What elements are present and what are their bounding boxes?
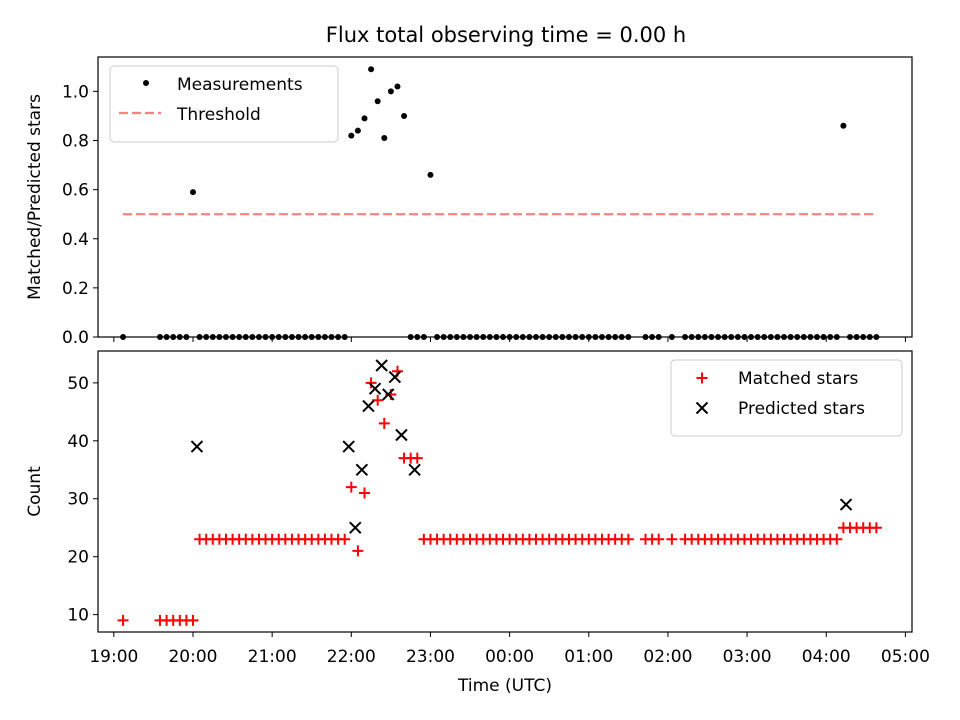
y-tick-label: 50: [67, 374, 89, 394]
measurement-point: [427, 171, 434, 178]
matched-star-point: [187, 614, 199, 626]
measurement-point: [189, 189, 196, 196]
series-predicted-stars: [190, 359, 853, 534]
matched-star-point: [117, 614, 129, 626]
y-axis-label: Matched/Predicted stars: [25, 94, 45, 300]
x-tick-label: 01:00: [564, 647, 613, 667]
matched-star-point: [831, 533, 843, 545]
y-tick-label: 1.0: [62, 82, 89, 102]
predicted-star-point: [408, 463, 421, 476]
matched-star-point: [666, 533, 678, 545]
y-tick-label: 10: [67, 606, 89, 626]
x-tick-label: 20:00: [168, 647, 217, 667]
legend-marker: [143, 80, 149, 86]
predicted-star-point: [349, 521, 362, 534]
measurement-point: [387, 88, 394, 95]
x-tick-label: 03:00: [723, 647, 772, 667]
predicted-star-point: [382, 388, 395, 401]
predicted-star-point: [190, 440, 204, 453]
predicted-star-point: [375, 359, 388, 372]
legend-label: Predicted stars: [738, 399, 865, 419]
y-tick-label: 0.6: [62, 181, 89, 201]
measurement-point: [354, 127, 361, 134]
y-tick-label: 40: [67, 432, 89, 452]
matched-star-point: [365, 377, 377, 389]
predicted-star-point: [395, 428, 408, 442]
predicted-star-point: [368, 382, 382, 395]
x-tick-label: 23:00: [406, 647, 455, 667]
predicted-star-point: [839, 498, 853, 511]
bottom-panel: 10 20 30 40 50 19:00 20:00 21:00 22:00 23:00 00:00…: [25, 350, 930, 696]
legend-box: [670, 359, 903, 437]
measurement-point: [348, 132, 355, 139]
top-panel: 0.0 0.2 0.4 0.6 0.8 1.0 Matched/Predicted star…: [25, 56, 913, 348]
measurement-point: [840, 122, 847, 129]
legend-marker: [696, 372, 708, 384]
predicted-star-point: [362, 399, 375, 413]
x-tick-label: 22:00: [327, 647, 376, 667]
x-axis-label: Time (UTC): [457, 676, 552, 696]
y-tick-label: 0.8: [62, 132, 89, 152]
y-axis-label: Count: [25, 466, 45, 517]
y-tick-label: 0.0: [62, 328, 89, 348]
measurement-point: [394, 83, 401, 90]
series-matched-stars: [117, 365, 882, 626]
matched-star-point: [345, 481, 357, 493]
x-tick-label: 00:00: [485, 647, 534, 667]
matched-star-point: [870, 522, 882, 534]
legend-label: Measurements: [177, 75, 303, 95]
x-tick-label: 21:00: [248, 647, 297, 667]
predicted-star-point: [388, 370, 402, 384]
x-tick-label: 19:00: [89, 647, 138, 667]
series-measurements: [120, 66, 880, 340]
legend: Matched stars Predicted stars: [670, 359, 903, 437]
y-tick-label: 0.2: [62, 279, 89, 299]
axes-frame: [97, 56, 913, 338]
matched-star-point: [352, 545, 364, 557]
figure-title: Flux total observing time = 0.00 h: [326, 23, 686, 47]
predicted-star-point: [342, 440, 355, 453]
measurement-point: [361, 115, 368, 122]
x-tick-label: 04:00: [802, 647, 851, 667]
y-tick-label: 30: [67, 490, 89, 510]
y-tick-label: 0.4: [62, 230, 89, 250]
matched-star-point: [339, 533, 351, 545]
matched-star-point: [358, 487, 370, 499]
matched-star-point: [378, 417, 390, 429]
legend-label: Threshold: [176, 105, 261, 125]
predicted-star-point: [355, 463, 369, 476]
y-tick-label: 20: [67, 548, 89, 568]
matched-star-point: [653, 533, 665, 545]
x-tick-label: 05:00: [881, 647, 930, 667]
axes-frame: [97, 350, 913, 633]
measurement-point: [368, 66, 375, 73]
x-tick-label: 02:00: [643, 647, 692, 667]
legend-label: Matched stars: [738, 369, 858, 389]
matched-star-point: [622, 533, 634, 545]
matched-star-point: [411, 452, 423, 464]
legend-marker: [695, 401, 709, 415]
legend-box: [109, 65, 339, 143]
legend: Measurements Threshold: [109, 65, 339, 143]
measurement-point: [374, 98, 381, 105]
matched-star-point: [372, 394, 384, 406]
measurement-point: [381, 135, 388, 142]
measurement-point: [401, 112, 408, 119]
